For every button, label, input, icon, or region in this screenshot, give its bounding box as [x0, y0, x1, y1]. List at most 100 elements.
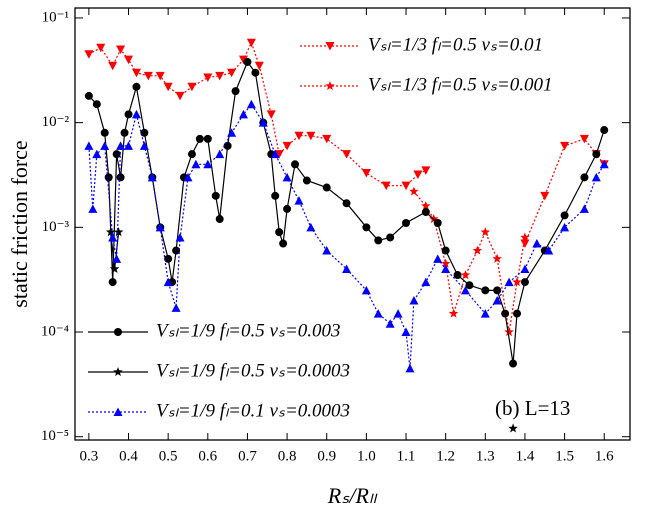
point [147, 172, 157, 182]
annotation: (b) L=13 [495, 396, 570, 420]
point [361, 169, 371, 178]
point [381, 181, 391, 191]
point [460, 270, 471, 280]
point [163, 82, 173, 92]
point [405, 363, 415, 373]
point [409, 186, 419, 196]
x-tick-label: 1.0 [357, 448, 376, 464]
point [480, 309, 490, 318]
point [124, 141, 134, 150]
point [112, 254, 122, 263]
x-tick-label: 0.3 [80, 448, 99, 464]
point [393, 309, 403, 318]
point [96, 43, 106, 53]
point [492, 296, 502, 305]
point [361, 285, 371, 295]
point [322, 183, 331, 192]
x-tick-label: 1.2 [436, 448, 455, 464]
point [520, 264, 530, 273]
x-tick-label: 0.5 [159, 448, 178, 464]
point [243, 57, 252, 66]
point [513, 309, 522, 318]
point [215, 71, 225, 81]
point [108, 278, 117, 287]
point [215, 215, 224, 224]
point [270, 149, 280, 159]
point [109, 264, 120, 273]
point [579, 134, 589, 144]
point [124, 110, 133, 119]
point [155, 222, 165, 232]
point [88, 204, 98, 213]
point [112, 150, 121, 159]
point [100, 128, 109, 137]
point [592, 150, 601, 159]
point [84, 91, 93, 100]
point [460, 285, 470, 295]
point [579, 204, 589, 213]
legend-marker [325, 81, 335, 90]
point [409, 296, 419, 305]
point [183, 172, 193, 182]
point [227, 128, 237, 137]
point [175, 232, 185, 242]
point [191, 159, 201, 169]
y-tick-label: 10⁻⁴ [41, 323, 69, 339]
y-tick-label: 10⁻¹ [42, 9, 69, 25]
point [140, 128, 149, 137]
point [322, 134, 332, 144]
legend-marker [113, 407, 123, 416]
point [374, 236, 383, 245]
series-line [88, 41, 605, 244]
point [163, 277, 173, 287]
point [501, 309, 510, 318]
point [441, 264, 451, 273]
point [175, 91, 185, 101]
point [120, 128, 129, 137]
point [472, 245, 483, 255]
point [275, 228, 284, 237]
point [231, 87, 240, 96]
x-tick-label: 1.4 [516, 448, 535, 464]
point [421, 208, 430, 217]
point [215, 149, 225, 159]
x-tick-label: 0.4 [119, 448, 138, 464]
point [493, 286, 502, 295]
point [302, 176, 311, 185]
point [520, 239, 530, 249]
series-line [88, 60, 605, 364]
point [322, 246, 332, 255]
point [306, 222, 316, 232]
point [258, 118, 268, 127]
point [143, 71, 153, 81]
point [480, 227, 491, 237]
point [238, 109, 248, 119]
point [84, 141, 94, 150]
point [508, 423, 518, 433]
point [131, 109, 141, 119]
point [580, 173, 589, 182]
point [92, 149, 102, 159]
point [413, 170, 423, 179]
point [113, 227, 124, 237]
point [187, 82, 197, 92]
point [591, 172, 601, 182]
point [116, 173, 125, 182]
point [84, 50, 94, 59]
point [599, 159, 609, 169]
point [131, 68, 141, 78]
x-tick-label: 1.1 [397, 448, 416, 464]
point [520, 232, 530, 242]
point [187, 150, 196, 159]
point [203, 134, 212, 143]
legend-label: Vₛₗ=1/3 fₗ=0.5 vₛ=0.01 [368, 34, 543, 55]
y-tick-label: 10⁻² [42, 114, 70, 130]
point [283, 204, 292, 213]
point [402, 218, 411, 227]
legend-label: Vₛₗ=1/9 fₗ=0.5 vₛ=0.003 [156, 320, 341, 341]
point [155, 71, 165, 81]
point [362, 223, 371, 232]
legend-marker [113, 367, 123, 376]
point [520, 278, 529, 287]
point [171, 303, 181, 312]
